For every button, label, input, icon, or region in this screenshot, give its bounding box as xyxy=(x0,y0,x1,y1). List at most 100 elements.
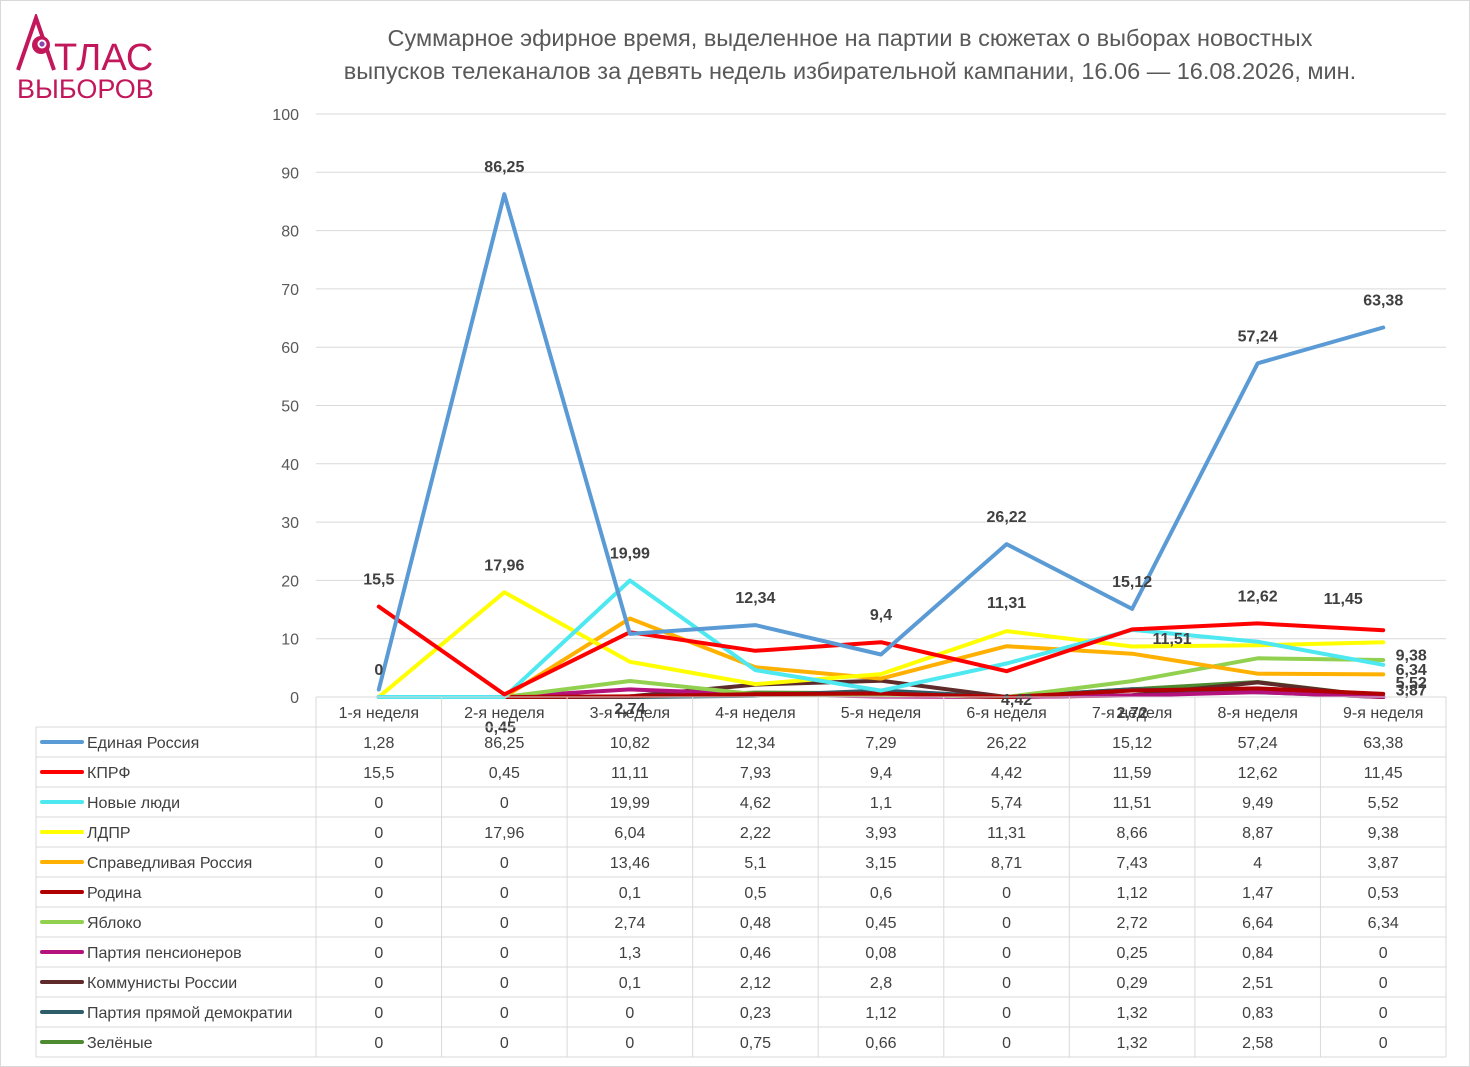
table-cell-value: 7,93 xyxy=(740,765,771,782)
table-cell-value: 0,84 xyxy=(1242,945,1273,962)
y-tick-label: 70 xyxy=(281,282,299,299)
table-cell-value: 19,99 xyxy=(610,795,650,812)
atlas-logo: ТЛАС ВЫБОРОВ xyxy=(16,14,154,104)
table-cell-value: 0,08 xyxy=(865,945,896,962)
table-cell-value: 2,51 xyxy=(1242,975,1273,992)
legend-series-name: Зелёные xyxy=(87,1035,153,1052)
table-cell-value: 0 xyxy=(1002,975,1011,992)
table-cell-value: 9,38 xyxy=(1368,825,1399,842)
table-cell-value: 2,72 xyxy=(1117,915,1148,932)
table-cell-value: 2,8 xyxy=(870,975,892,992)
table-cell-value: 0,48 xyxy=(740,915,771,932)
table-cell-value: 0 xyxy=(1379,945,1388,962)
table-cell-value: 2,12 xyxy=(740,975,771,992)
table-cell-value: 6,04 xyxy=(614,825,645,842)
data-label: 11,31 xyxy=(987,595,1026,612)
table-cell-value: 57,24 xyxy=(1238,735,1278,752)
data-table: 1-я неделя 2-я неделя 3-я неделя 4-я неделя… xyxy=(35,696,1447,1058)
table-cell-value: 0,29 xyxy=(1117,975,1148,992)
data-label: 11,45 xyxy=(1324,591,1363,608)
table-cell-value: 1,32 xyxy=(1117,1035,1148,1052)
table-cell-value: 0,25 xyxy=(1117,945,1148,962)
legend-series-name: Яблоко xyxy=(87,915,142,932)
data-label: 9,4 xyxy=(870,607,892,624)
table-cell-value: 0,1 xyxy=(619,975,641,992)
table-cell-value: 0 xyxy=(500,975,509,992)
table-cell-value: 26,22 xyxy=(987,735,1027,752)
table-cell-value: 9,4 xyxy=(870,765,892,782)
table-cell-value: 5,1 xyxy=(744,855,766,872)
table-cell-value: 0 xyxy=(500,885,509,902)
chart-title-line1: Суммарное эфирное время, выделенное на п… xyxy=(387,25,1313,51)
data-label: 63,38 xyxy=(1363,292,1403,309)
table-cell-value: 1,3 xyxy=(619,945,641,962)
table-cell-value: 0 xyxy=(500,855,509,872)
table-cell-value: 15,5 xyxy=(363,765,394,782)
table-cell-value: 2,74 xyxy=(614,915,645,932)
data-label: 2,74 xyxy=(614,701,645,718)
table-cell-value: 0 xyxy=(1002,1005,1011,1022)
y-tick-label: 20 xyxy=(281,573,299,590)
table-cell-value: 0 xyxy=(1379,975,1388,992)
table-cell-value: 8,71 xyxy=(991,855,1022,872)
x-category-label: 5-я неделя xyxy=(841,705,921,722)
x-category-label: 4-я неделя xyxy=(715,705,795,722)
x-category-label: 8-я неделя xyxy=(1217,705,1297,722)
table-cell-value: 86,25 xyxy=(484,735,524,752)
table-cell-value: 1,1 xyxy=(870,795,892,812)
chart-title-line2: выпусков телеканалов за девять недель из… xyxy=(343,58,1357,84)
table-cell-value: 9,49 xyxy=(1242,795,1273,812)
y-tick-label: 30 xyxy=(281,515,299,532)
table-cell-value: 1,28 xyxy=(363,735,394,752)
table-cell-value: 0,66 xyxy=(865,1035,896,1052)
table-cell-value: 0 xyxy=(374,1035,383,1052)
table-cell-value: 2,58 xyxy=(1242,1035,1273,1052)
data-label: 86,25 xyxy=(484,159,524,176)
table-cell-value: 15,12 xyxy=(1112,735,1152,752)
data-label: 26,22 xyxy=(987,509,1027,526)
table-cell-value: 11,59 xyxy=(1113,765,1152,782)
table-cell-value: 4 xyxy=(1253,855,1262,872)
table-cell-value: 0,45 xyxy=(865,915,896,932)
data-label: 2,72 xyxy=(1117,705,1148,722)
table-cell-value: 5,74 xyxy=(991,795,1022,812)
legend-series-name: Родина xyxy=(87,885,142,902)
data-label: 6,34 xyxy=(1396,662,1427,679)
table-cell-value: 0 xyxy=(500,795,509,812)
data-label: 12,34 xyxy=(735,590,775,607)
legend-series-name: Справедливая Россия xyxy=(87,855,252,872)
table-cell-value: 6,64 xyxy=(1242,915,1273,932)
legend-series-name: Новые люди xyxy=(87,795,180,812)
table-cell-value: 4,42 xyxy=(991,765,1022,782)
data-label: 0,45 xyxy=(485,719,516,736)
table-cell-value: 0 xyxy=(625,1035,634,1052)
table-cell-value: 63,38 xyxy=(1363,735,1403,752)
table-cell-value: 11,31 xyxy=(987,825,1026,842)
table-cell-value: 5,52 xyxy=(1368,795,1399,812)
data-label: 11,51 xyxy=(1153,631,1192,648)
series-line xyxy=(376,616,1386,699)
data-labels: 0 15,5 86,25 17,96 0,45 19,99 2,74 12,34 9,4 26,2… xyxy=(363,159,1427,736)
logo-line2: ВЫБОРОВ xyxy=(17,74,154,104)
x-category-label: 9-я неделя xyxy=(1343,705,1423,722)
table-cell-value: 0 xyxy=(500,1005,509,1022)
table-cell-value: 13,46 xyxy=(610,855,650,872)
x-category-label: 7-я неделя xyxy=(1092,705,1172,722)
table-cell-value: 1,47 xyxy=(1242,885,1273,902)
table-cell-value: 0 xyxy=(374,855,383,872)
table-cell-value: 0,45 xyxy=(489,765,520,782)
data-label: 57,24 xyxy=(1238,328,1278,345)
table-cell-value: 11,11 xyxy=(611,765,649,782)
legend-series-name: КПРФ xyxy=(87,765,130,782)
table-cell-value: 12,34 xyxy=(735,735,775,752)
series-line xyxy=(376,192,1386,692)
table-cell-value: 3,15 xyxy=(865,855,896,872)
data-label: 15,5 xyxy=(363,572,394,589)
table-cell-value: 6,34 xyxy=(1368,915,1399,932)
table-cell-value: 0 xyxy=(1379,1005,1388,1022)
table-cell-value: 7,29 xyxy=(865,735,896,752)
logo-line1: ТЛАС xyxy=(54,37,153,79)
data-label: 17,96 xyxy=(484,557,524,574)
table-cell-value: 11,45 xyxy=(1364,765,1403,782)
y-tick-label: 50 xyxy=(281,399,299,416)
